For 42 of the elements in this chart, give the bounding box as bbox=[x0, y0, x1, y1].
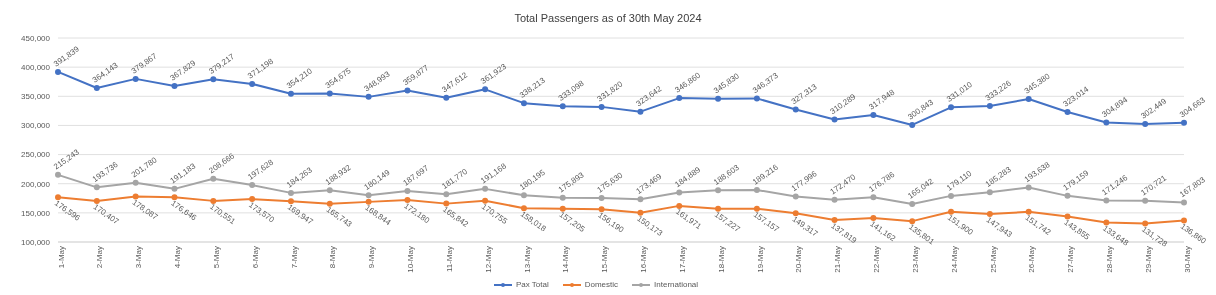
x-tick-label: 27-May bbox=[1066, 246, 1076, 273]
x-tick-label: 1-May bbox=[56, 246, 66, 269]
x-tick-label: 16-May bbox=[639, 246, 649, 273]
x-tick-label: 29-May bbox=[1143, 246, 1153, 273]
x-tick-label: 5-May bbox=[211, 246, 221, 269]
y-tick-label: 350,000 bbox=[21, 92, 51, 102]
legend-label: Pax Total bbox=[515, 280, 549, 289]
x-tick-label: 28-May bbox=[1105, 246, 1115, 273]
y-tick-label: 400,000 bbox=[21, 62, 51, 72]
x-tick-label: 8-May bbox=[328, 246, 338, 269]
x-tick-label: 3-May bbox=[134, 246, 144, 269]
x-tick-label: 20-May bbox=[794, 246, 804, 273]
x-tick-label: 9-May bbox=[367, 246, 377, 269]
x-tick-label: 24-May bbox=[949, 246, 959, 273]
x-tick-label: 26-May bbox=[1027, 246, 1037, 273]
x-tick-label: 21-May bbox=[833, 246, 843, 273]
y-tick-label: 150,000 bbox=[21, 208, 51, 218]
x-tick-label: 30-May bbox=[1182, 246, 1192, 273]
legend-label: Domestic bbox=[584, 280, 619, 289]
x-tick-label: 15-May bbox=[600, 246, 610, 273]
x-tick-label: 25-May bbox=[988, 246, 998, 273]
x-tick-label: 18-May bbox=[716, 246, 726, 273]
x-tick-label: 13-May bbox=[522, 246, 532, 273]
x-tick-label: 10-May bbox=[406, 246, 416, 273]
legend-label: International bbox=[654, 280, 699, 289]
x-tick-label: 19-May bbox=[755, 246, 765, 273]
x-tick-label: 7-May bbox=[289, 246, 299, 269]
y-tick-label: 200,000 bbox=[21, 179, 51, 189]
chart-title: Total Passengers as of 30th May 2024 bbox=[513, 11, 703, 24]
x-tick-label: 23-May bbox=[910, 246, 920, 273]
y-tick-label: 250,000 bbox=[21, 150, 51, 160]
x-tick-label: 2-May bbox=[95, 246, 105, 269]
x-tick-label: 6-May bbox=[250, 246, 260, 269]
y-tick-label: 100,000 bbox=[21, 237, 51, 247]
y-tick-label: 450,000 bbox=[21, 33, 51, 43]
x-tick-label: 4-May bbox=[173, 246, 183, 269]
x-tick-label: 22-May bbox=[872, 246, 882, 273]
x-tick-label: 11-May bbox=[444, 246, 454, 273]
x-tick-label: 12-May bbox=[483, 246, 493, 273]
y-tick-label: 300,000 bbox=[21, 121, 51, 131]
x-tick-label: 17-May bbox=[677, 246, 687, 273]
x-tick-label: 14-May bbox=[561, 246, 571, 273]
